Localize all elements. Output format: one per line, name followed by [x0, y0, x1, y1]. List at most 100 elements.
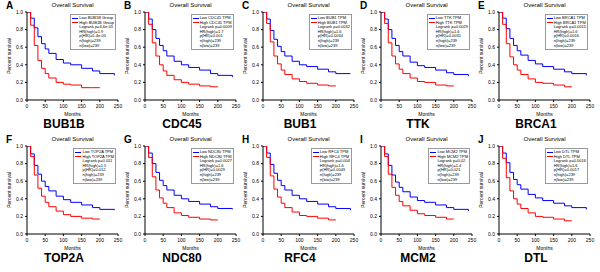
svg-text:0.8: 0.8 [16, 26, 23, 32]
svg-text:0.6: 0.6 [370, 44, 377, 50]
svg-text:0.6: 0.6 [134, 44, 141, 50]
svg-text:0: 0 [262, 237, 265, 243]
svg-text:Percent survival: Percent survival [124, 172, 130, 208]
svg-text:0: 0 [498, 237, 501, 243]
svg-text:Months: Months [536, 111, 553, 116]
svg-text:Percent survival: Percent survival [478, 172, 484, 208]
svg-text:200: 200 [332, 237, 341, 243]
svg-text:0.8: 0.8 [134, 26, 141, 32]
svg-text:0.0: 0.0 [370, 231, 377, 237]
svg-text:Months: Months [182, 245, 199, 250]
svg-text:0.8: 0.8 [370, 160, 377, 166]
svg-text:1.0: 1.0 [488, 143, 495, 149]
svg-text:0.4: 0.4 [134, 62, 141, 68]
svg-text:50: 50 [278, 103, 284, 109]
svg-text:Months: Months [418, 111, 435, 116]
svg-text:200: 200 [450, 237, 459, 243]
svg-text:0: 0 [144, 237, 147, 243]
svg-text:200: 200 [96, 237, 105, 243]
svg-text:0.2: 0.2 [252, 213, 259, 219]
svg-text:150: 150 [195, 237, 204, 243]
svg-text:150: 150 [77, 103, 86, 109]
svg-text:0.8: 0.8 [252, 26, 259, 32]
svg-text:0.0: 0.0 [370, 97, 377, 103]
svg-text:Percent survival: Percent survival [360, 172, 366, 208]
svg-text:50: 50 [42, 237, 48, 243]
svg-text:0: 0 [498, 103, 501, 109]
svg-text:50: 50 [278, 237, 284, 243]
svg-text:50: 50 [42, 103, 48, 109]
svg-text:0.0: 0.0 [16, 97, 23, 103]
svg-text:Percent survival: Percent survival [242, 38, 248, 74]
svg-text:50: 50 [160, 103, 166, 109]
svg-text:200: 200 [96, 103, 105, 109]
svg-text:200: 200 [214, 237, 223, 243]
svg-text:100: 100 [413, 237, 422, 243]
svg-text:50: 50 [160, 237, 166, 243]
svg-text:Percent survival: Percent survival [8, 172, 12, 208]
svg-text:0.0: 0.0 [16, 231, 23, 237]
svg-text:0: 0 [26, 103, 29, 109]
svg-text:0.2: 0.2 [252, 79, 259, 85]
svg-text:Months: Months [64, 111, 81, 116]
svg-text:0.8: 0.8 [370, 26, 377, 32]
svg-text:0.4: 0.4 [488, 196, 495, 202]
svg-text:150: 150 [549, 103, 558, 109]
svg-text:1.0: 1.0 [134, 143, 141, 149]
svg-text:250: 250 [586, 237, 592, 243]
svg-text:150: 150 [313, 103, 322, 109]
svg-text:0.6: 0.6 [134, 178, 141, 184]
svg-text:150: 150 [549, 237, 558, 243]
svg-text:0.8: 0.8 [488, 160, 495, 166]
svg-text:50: 50 [514, 103, 520, 109]
svg-text:250: 250 [114, 103, 123, 109]
svg-text:200: 200 [568, 103, 577, 109]
svg-text:0.0: 0.0 [252, 231, 259, 237]
svg-text:150: 150 [431, 103, 440, 109]
svg-text:0.0: 0.0 [488, 97, 495, 103]
svg-text:0.4: 0.4 [488, 62, 495, 68]
svg-text:150: 150 [431, 237, 440, 243]
svg-text:0.4: 0.4 [370, 62, 377, 68]
svg-text:250: 250 [468, 103, 477, 109]
svg-text:0.2: 0.2 [370, 79, 377, 85]
svg-text:250: 250 [232, 237, 241, 243]
svg-text:100: 100 [295, 103, 304, 109]
svg-text:200: 200 [332, 103, 341, 109]
svg-text:0.6: 0.6 [488, 44, 495, 50]
svg-text:200: 200 [568, 237, 577, 243]
svg-text:250: 250 [114, 237, 123, 243]
svg-text:Percent survival: Percent survival [124, 38, 130, 74]
svg-text:Percent survival: Percent survival [360, 38, 366, 74]
svg-text:0.8: 0.8 [252, 160, 259, 166]
svg-text:1.0: 1.0 [370, 143, 377, 149]
svg-text:200: 200 [214, 103, 223, 109]
svg-text:150: 150 [195, 103, 204, 109]
svg-text:150: 150 [77, 237, 86, 243]
svg-text:Percent survival: Percent survival [8, 38, 12, 74]
svg-text:150: 150 [313, 237, 322, 243]
svg-text:0.6: 0.6 [16, 44, 23, 50]
svg-text:0.2: 0.2 [370, 213, 377, 219]
svg-text:0.2: 0.2 [488, 213, 495, 219]
svg-text:100: 100 [177, 103, 186, 109]
svg-text:250: 250 [586, 103, 592, 109]
svg-text:0.8: 0.8 [16, 160, 23, 166]
svg-text:Percent survival: Percent survival [242, 172, 248, 208]
svg-text:100: 100 [531, 237, 540, 243]
svg-text:250: 250 [350, 103, 359, 109]
svg-text:1.0: 1.0 [370, 9, 377, 15]
svg-text:0.2: 0.2 [134, 79, 141, 85]
svg-text:Percent survival: Percent survival [478, 38, 484, 74]
svg-text:100: 100 [59, 103, 68, 109]
svg-text:0.4: 0.4 [370, 196, 377, 202]
svg-text:0.0: 0.0 [252, 97, 259, 103]
svg-text:0: 0 [26, 237, 29, 243]
svg-text:0.8: 0.8 [488, 26, 495, 32]
svg-text:0.6: 0.6 [252, 178, 259, 184]
svg-text:Months: Months [182, 111, 199, 116]
svg-text:100: 100 [177, 237, 186, 243]
svg-text:0.4: 0.4 [16, 62, 23, 68]
svg-text:1.0: 1.0 [134, 9, 141, 15]
svg-text:50: 50 [514, 237, 520, 243]
